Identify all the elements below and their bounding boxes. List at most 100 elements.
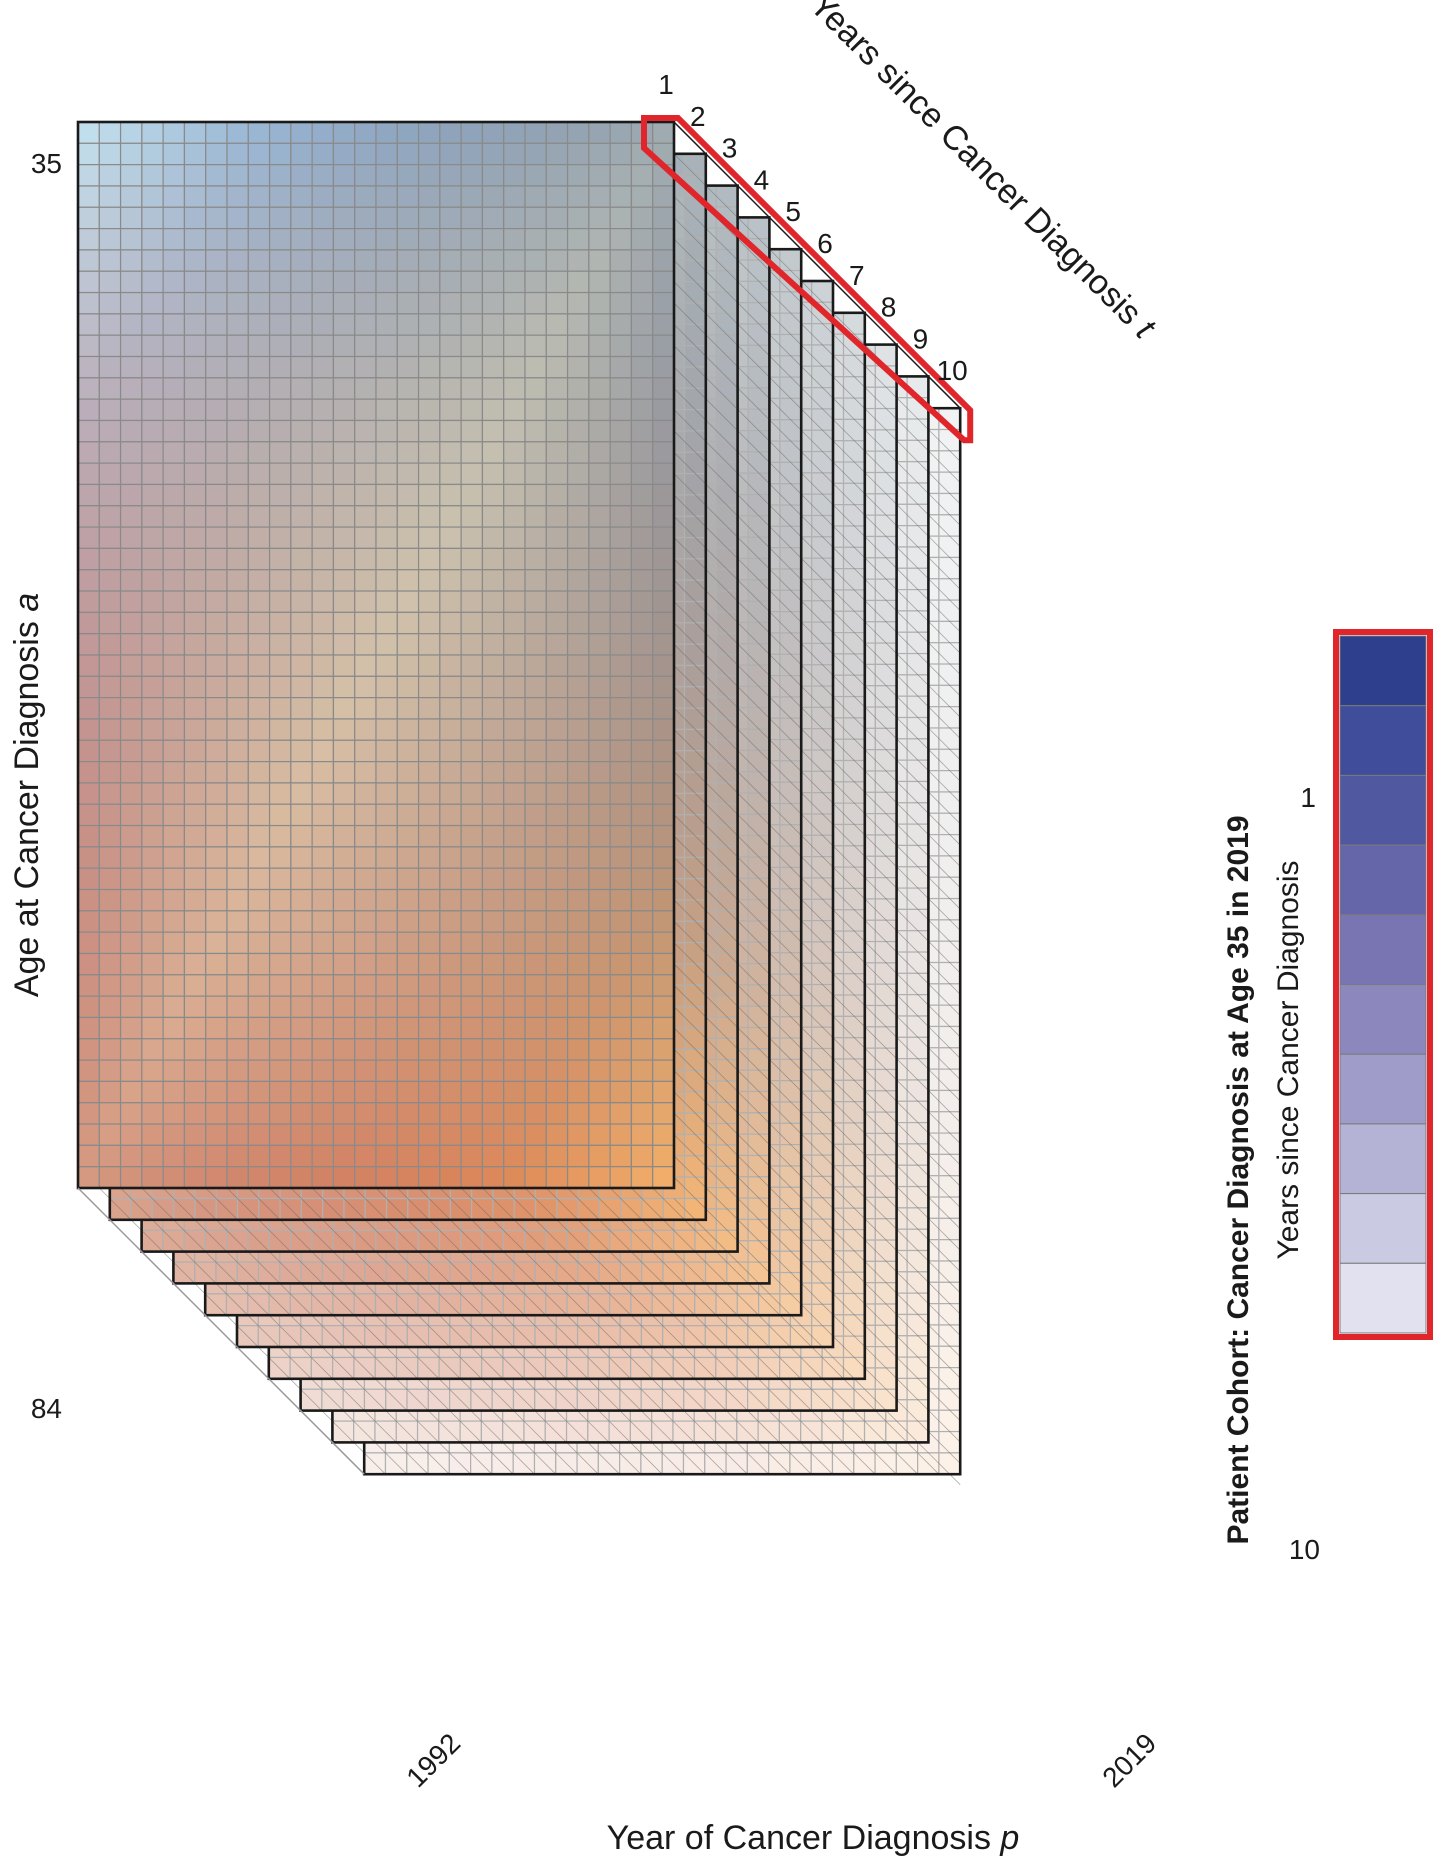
heatmap-cell bbox=[906, 1356, 929, 1380]
heatmap-cell bbox=[906, 887, 929, 911]
heatmap-cell bbox=[842, 482, 866, 506]
heatmap-cell bbox=[906, 503, 929, 527]
heatmap-cell bbox=[842, 674, 866, 698]
heatmap-cell bbox=[906, 652, 929, 676]
heatmap-cell bbox=[874, 855, 898, 879]
heatmap-cell bbox=[874, 557, 898, 580]
heatmap-cell bbox=[874, 1218, 898, 1241]
heatmap-cell bbox=[906, 1377, 929, 1401]
heatmap-cell bbox=[874, 791, 898, 815]
heatmap-cell bbox=[906, 1143, 929, 1166]
heatmap-cell bbox=[874, 983, 898, 1007]
heatmap-cell bbox=[938, 492, 961, 516]
heatmap-cell bbox=[938, 727, 961, 750]
heatmap-cell bbox=[938, 770, 961, 793]
heatmap-cell bbox=[906, 1399, 929, 1422]
heatmap-cell bbox=[938, 1409, 961, 1433]
heatmap-cell bbox=[906, 482, 929, 505]
heatmap-cell bbox=[938, 514, 961, 537]
heatmap-cell bbox=[906, 716, 929, 740]
heatmap-cell bbox=[938, 1324, 961, 1347]
heatmap-cell bbox=[938, 897, 961, 921]
heatmap-cell bbox=[938, 748, 961, 772]
heatmap-cell bbox=[906, 695, 929, 719]
heatmap-cell bbox=[842, 376, 866, 399]
heatmap-cell bbox=[842, 504, 866, 527]
heatmap-cell bbox=[906, 844, 929, 868]
heatmap-cell bbox=[938, 1175, 961, 1198]
heatmap-cell bbox=[874, 1282, 898, 1305]
heatmap-cell bbox=[906, 1100, 929, 1124]
heatmap-cell bbox=[842, 354, 866, 378]
heatmap-cell bbox=[906, 780, 929, 804]
heatmap-cell bbox=[874, 1346, 898, 1369]
heatmap-cell bbox=[938, 1153, 961, 1177]
heatmap-cell bbox=[938, 919, 961, 942]
heatmap-cell bbox=[938, 706, 961, 729]
heatmap-cell bbox=[874, 1388, 898, 1412]
heatmap-cell bbox=[938, 1196, 961, 1219]
heatmap-cell bbox=[874, 1090, 898, 1113]
heatmap-cell bbox=[874, 1260, 898, 1284]
heatmap-cell bbox=[842, 397, 866, 420]
heatmap-cell bbox=[906, 951, 929, 974]
heatmap-cell bbox=[874, 1004, 898, 1028]
heatmap-cell bbox=[938, 1452, 961, 1475]
heatmap-cell bbox=[906, 972, 929, 996]
heatmap-cell bbox=[938, 1239, 961, 1262]
heatmap-cell bbox=[874, 1239, 898, 1262]
heatmap-cell bbox=[906, 1249, 929, 1273]
heatmap-cell bbox=[906, 1121, 929, 1145]
heatmap-cell bbox=[874, 685, 898, 708]
heatmap-cell bbox=[938, 1217, 961, 1241]
heatmap-cell bbox=[938, 812, 961, 836]
heatmap-cell bbox=[906, 1015, 929, 1038]
heatmap-cell bbox=[906, 1036, 929, 1060]
heatmap-cell bbox=[906, 994, 929, 1017]
heatmap-cell bbox=[906, 567, 929, 591]
heatmap-cell bbox=[938, 876, 961, 900]
heatmap-cell bbox=[842, 418, 866, 442]
heatmap-cell bbox=[874, 876, 898, 900]
heatmap-cell bbox=[906, 738, 929, 761]
heatmap-cell bbox=[906, 631, 929, 655]
heatmap-cell bbox=[874, 1303, 898, 1326]
heatmap-cell bbox=[938, 1388, 961, 1411]
heatmap-cell bbox=[938, 791, 961, 814]
heatmap-layers bbox=[76, 120, 962, 1485]
heatmap-cell bbox=[874, 749, 898, 772]
heatmap-cell bbox=[938, 556, 961, 580]
heatmap-cell bbox=[938, 1111, 961, 1134]
heatmap-cell bbox=[874, 407, 898, 431]
heatmap-cell bbox=[842, 568, 866, 591]
heatmap-cell bbox=[938, 1132, 961, 1155]
heatmap-cell bbox=[874, 471, 898, 495]
heatmap-cell bbox=[906, 1079, 929, 1102]
heatmap-cell bbox=[874, 770, 898, 793]
heatmap-cell bbox=[874, 599, 898, 623]
heatmap-cell bbox=[874, 940, 898, 964]
heatmap-cell bbox=[906, 823, 929, 847]
heatmap-cell bbox=[938, 1345, 961, 1369]
heatmap-cell bbox=[938, 578, 961, 601]
heatmap-cell bbox=[906, 1313, 929, 1337]
heatmap-cell bbox=[938, 663, 961, 686]
heatmap-cell bbox=[874, 514, 898, 538]
heatmap-cell bbox=[906, 759, 929, 783]
heatmap-cell bbox=[938, 983, 961, 1006]
heatmap-cell bbox=[874, 727, 898, 751]
heatmap-cell bbox=[906, 1207, 929, 1230]
heatmap-cell bbox=[906, 1420, 929, 1443]
heatmap-cell bbox=[842, 653, 866, 676]
heatmap-cell bbox=[906, 674, 929, 697]
heatmap-cell bbox=[906, 1185, 929, 1209]
heatmap-cell bbox=[906, 418, 929, 441]
heatmap-cell bbox=[874, 1324, 898, 1348]
heatmap-cell bbox=[938, 1430, 961, 1454]
heatmap-cell bbox=[938, 684, 961, 708]
heatmap-cell bbox=[938, 450, 961, 473]
heatmap-cell bbox=[906, 439, 929, 463]
heatmap-cell bbox=[874, 962, 898, 985]
heatmap-cell bbox=[874, 1047, 898, 1071]
